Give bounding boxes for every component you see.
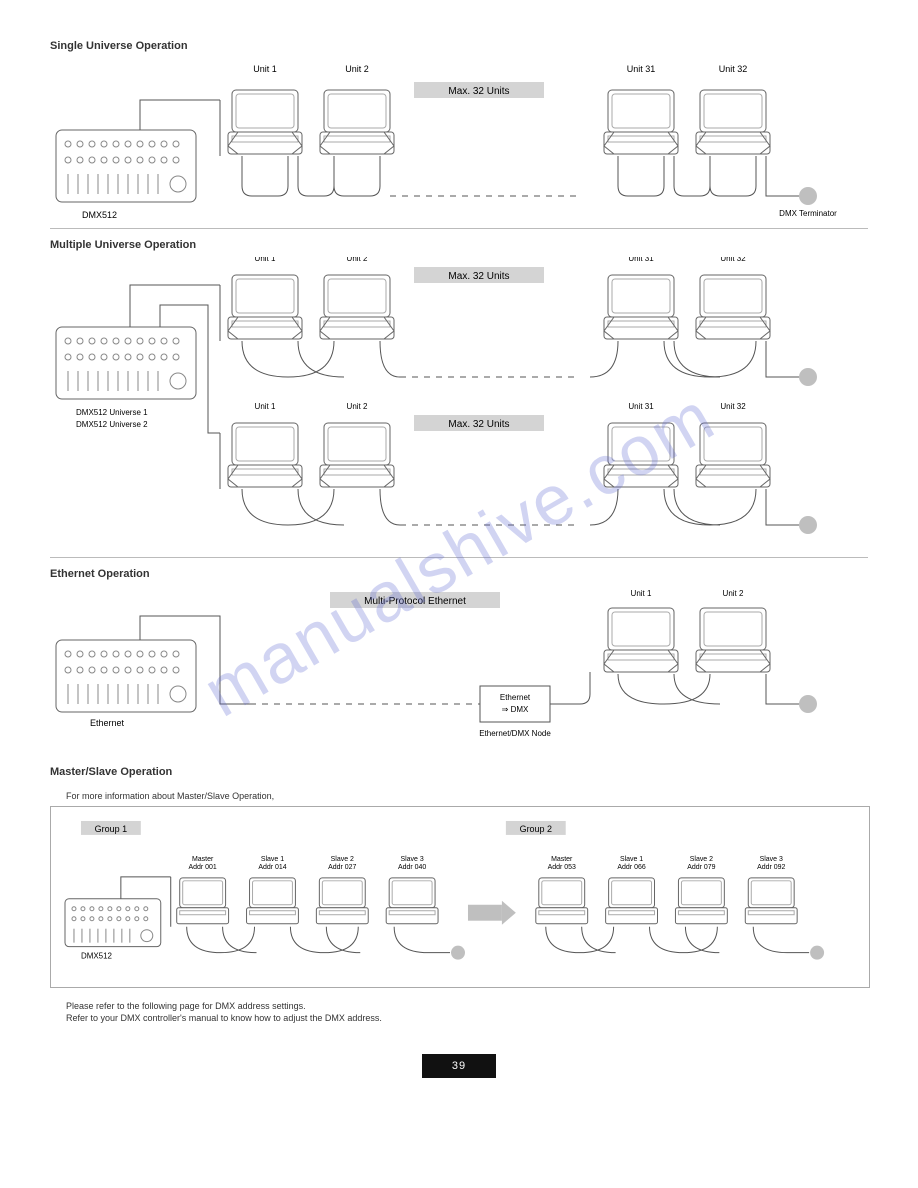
section-ethernet: Ethernet Operation Multi-Protocol Ethern…	[50, 558, 868, 746]
node-line2: ⇒ DMX	[502, 705, 529, 714]
g1-s2: Slave 2	[331, 856, 354, 863]
g2-m: Master	[551, 856, 573, 863]
m-r1-u1: Unit 1	[255, 257, 276, 263]
eth-title: Ethernet Operation	[50, 568, 868, 580]
join2	[674, 156, 710, 196]
dmx-u2: DMX512 Universe 2	[76, 420, 148, 429]
fixture-2	[320, 90, 394, 154]
svg-text:Addr 066: Addr 066	[617, 864, 645, 871]
g2-s1: Slave 1	[620, 856, 643, 863]
closing-line1: Please refer to the following page for D…	[66, 1000, 868, 1012]
dmx-out-label: DMX512	[82, 210, 117, 220]
group2-band: Group 2	[520, 824, 552, 834]
m-r1-u31: Unit 31	[628, 257, 654, 263]
ms-dmx-lbl: DMX512	[81, 952, 113, 961]
g2-s2: Slave 2	[690, 856, 713, 863]
cable-console-out	[140, 100, 220, 130]
group1-fixtures	[177, 878, 438, 924]
g1-s3: Slave 3	[400, 856, 423, 863]
single-diagram: Max. 32 Units DMX512 Unit 1 Unit 2 Unit …	[50, 58, 870, 228]
section-master-slave: Master/Slave Operation For more informat…	[50, 746, 868, 988]
eth-u1: Unit 1	[631, 589, 652, 598]
m-r2-u32: Unit 32	[720, 402, 746, 411]
svg-text:Addr 040: Addr 040	[398, 864, 426, 871]
unit2-label: Unit 2	[345, 64, 369, 74]
dmx-u1: DMX512 Universe 1	[76, 408, 148, 417]
m-r2-u2: Unit 2	[347, 402, 368, 411]
single-title: Single Universe Operation	[50, 40, 868, 52]
node-below: Ethernet/DMX Node	[479, 729, 551, 738]
svg-text:Addr 001: Addr 001	[189, 864, 217, 871]
svg-text:Addr 053: Addr 053	[548, 864, 576, 871]
node-line1: Ethernet	[500, 693, 531, 702]
m-r2-u1: Unit 1	[255, 402, 276, 411]
closing-line2: Refer to your DMX controller's manual to…	[66, 1012, 868, 1024]
unit31-label: Unit 31	[627, 64, 656, 74]
join1	[298, 156, 334, 196]
m-r2-u31: Unit 31	[628, 402, 654, 411]
g1-m: Master	[192, 856, 214, 863]
m-r1-u2: Unit 2	[347, 257, 368, 263]
svg-text:Addr 079: Addr 079	[687, 864, 715, 871]
fixture-32	[696, 90, 770, 154]
unit1-label: Unit 1	[253, 64, 277, 74]
unit32-label: Unit 32	[719, 64, 748, 74]
g2-s3: Slave 3	[760, 856, 783, 863]
svg-text:Addr 027: Addr 027	[328, 864, 356, 871]
svg-text:Addr 092: Addr 092	[757, 864, 785, 871]
dmx-terminator	[799, 187, 817, 205]
multi-diagram: Max. 32 Units Max. 32 Units DMX512 Unive…	[50, 257, 870, 557]
group1-band: Group 1	[95, 824, 127, 834]
m-r1-u32: Unit 32	[720, 257, 746, 263]
page-number: 39	[422, 1054, 496, 1078]
group2-fixtures	[536, 878, 797, 924]
ms-diagram: Group 1 Group 2 DMX512 Master Addr 001 S…	[50, 806, 870, 988]
fixture-31	[604, 90, 678, 154]
svg-text:Addr 014: Addr 014	[258, 864, 286, 871]
multi-title: Multiple Universe Operation	[50, 239, 868, 251]
ms-desc: For more information about Master/Slave …	[66, 790, 868, 802]
eth-diagram: Multi-Protocol Ethernet Ethernet Etherne…	[50, 586, 870, 746]
multi-band2: Max. 32 Units	[448, 419, 509, 430]
section-multi-universe: Multiple Universe Operation Max. 32 Unit…	[50, 229, 868, 557]
page-container: manualshive.com Single Universe Operatio…	[0, 0, 918, 1108]
g1-s1: Slave 1	[261, 856, 284, 863]
eth-u2: Unit 2	[723, 589, 744, 598]
dmx-console	[56, 130, 196, 202]
eth-band: Multi-Protocol Ethernet	[364, 596, 466, 607]
eth-cable-label: Ethernet	[90, 718, 125, 728]
multi-band1: Max. 32 Units	[448, 271, 509, 282]
closing-block: Please refer to the following page for D…	[66, 1000, 868, 1024]
fixture-1	[228, 90, 302, 154]
max-units-text: Max. 32 Units	[448, 86, 509, 97]
section-single-universe: Single Universe Operation	[50, 40, 868, 228]
ms-title: Master/Slave Operation	[50, 766, 868, 778]
terminator-label: DMX Terminator	[779, 209, 837, 218]
